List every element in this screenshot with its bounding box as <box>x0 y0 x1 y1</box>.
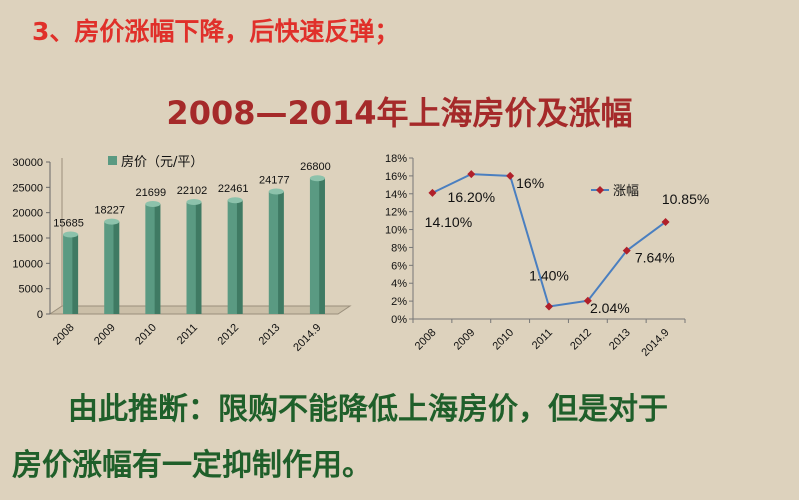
line-data-label: 14.10% <box>425 214 472 230</box>
bar-shade <box>154 204 161 314</box>
line-x-tick-label: 2009 <box>452 327 478 353</box>
bar-data-label: 22461 <box>218 183 249 195</box>
line-x-tick-label: 2010 <box>490 327 516 353</box>
bar-x-tick-label: 2014.9 <box>291 322 323 354</box>
bar-top <box>63 231 79 238</box>
page-title: 2008—2014年上海房价及涨幅 <box>166 94 633 132</box>
bar-y-tick-label: 0 <box>37 309 43 321</box>
bar-top <box>268 188 284 195</box>
line-x-tick-label: 2012 <box>568 327 594 353</box>
line-y-tick-label: 10% <box>385 225 407 237</box>
bar-data-label: 24177 <box>259 175 290 187</box>
line-x-tick-label: 2013 <box>607 327 633 353</box>
bar-shade <box>72 234 79 314</box>
line-y-tick-label: 4% <box>391 278 407 290</box>
line-data-label: 16% <box>516 175 544 191</box>
bar-data-label: 21699 <box>136 187 167 199</box>
bar-x-tick-label: 2013 <box>257 322 283 348</box>
conclusion-line-2: 房价涨幅有一定抑制作用。 <box>12 448 372 483</box>
line-data-label: 7.64% <box>635 250 675 266</box>
line-y-tick-label: 0% <box>391 314 407 326</box>
line-y-tick-label: 2% <box>391 296 407 308</box>
line-y-tick-label: 12% <box>385 207 407 219</box>
line-x-tick-label: 2011 <box>530 327 555 352</box>
series-point <box>661 217 670 226</box>
series-point <box>428 188 437 197</box>
bar-data-label: 15685 <box>53 218 84 230</box>
bar-shade <box>319 178 325 314</box>
line-data-label: 10.85% <box>662 191 709 207</box>
series-point <box>467 170 476 179</box>
bar-y-tick-label: 10000 <box>12 258 43 270</box>
bar-x-tick-label: 2010 <box>133 322 159 348</box>
bar-x-tick-label: 2012 <box>215 322 241 348</box>
bar-y-tick-label: 15000 <box>12 233 43 245</box>
bar-top <box>227 197 243 204</box>
bar-data-label: 22102 <box>177 185 208 197</box>
bar-y-tick-label: 20000 <box>12 208 43 220</box>
series-point <box>622 246 631 255</box>
conclusion-line-1: 由此推断：限购不能降低上海房价，但是对于 <box>68 392 668 427</box>
bar-data-label: 26800 <box>300 161 331 173</box>
bar-top <box>145 201 161 208</box>
series-point <box>545 302 553 311</box>
bar-top <box>309 175 325 182</box>
bar-data-label: 18227 <box>94 205 125 217</box>
line-y-tick-label: 8% <box>391 242 407 254</box>
series-point <box>506 171 515 180</box>
line-y-tick-label: 14% <box>385 189 407 201</box>
line-y-tick-label: 18% <box>385 153 407 165</box>
series-point <box>583 296 592 305</box>
bar-y-tick-label: 5000 <box>19 284 43 296</box>
bar-shade <box>236 200 243 314</box>
line-legend-marker <box>596 186 604 194</box>
bar-shade <box>278 191 284 314</box>
line-y-tick-label: 6% <box>391 260 407 272</box>
bar-y-tick-label: 25000 <box>12 182 43 194</box>
line-data-label: 16.20% <box>448 189 495 205</box>
line-data-label: 1.40% <box>529 267 569 283</box>
line-x-tick-label: 2014.9 <box>639 327 671 359</box>
line-data-label: 2.04% <box>590 300 630 316</box>
line-x-tick-label: 2008 <box>413 327 439 353</box>
line-legend-label: 涨幅 <box>613 184 639 199</box>
bar-legend-swatch <box>108 156 117 165</box>
line-y-tick-label: 16% <box>385 171 407 183</box>
bar-legend-label: 房价（元/平） <box>121 154 203 170</box>
section-heading: 3、房价涨幅下降，后快速反弹； <box>32 17 400 46</box>
bar-x-tick-label: 2008 <box>51 322 77 348</box>
bar-shade <box>113 221 120 314</box>
bar-x-tick-label: 2009 <box>92 322 118 348</box>
bar-y-tick-label: 30000 <box>12 157 43 169</box>
bar-top <box>104 218 120 225</box>
bar-top <box>186 199 202 206</box>
bar-shade <box>195 202 202 314</box>
bar-x-tick-label: 2011 <box>175 322 200 347</box>
